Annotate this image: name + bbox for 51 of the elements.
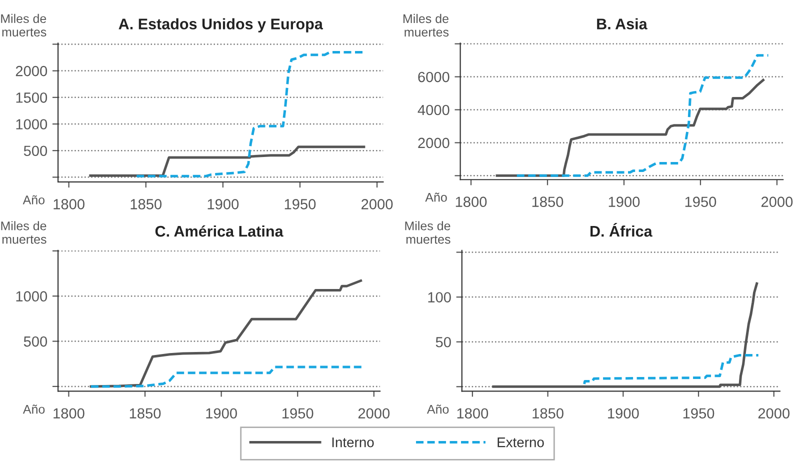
y-tick-label: 6000 bbox=[418, 72, 450, 82]
x-tick-label: 1900 bbox=[608, 196, 640, 208]
chart-title: B. Asia bbox=[597, 18, 648, 30]
x-tick-label: 1850 bbox=[130, 408, 161, 419]
x-tick-label: 1900 bbox=[208, 199, 239, 210]
x-tick-label: 1800 bbox=[54, 199, 84, 210]
x-tick-label: 1950 bbox=[282, 408, 314, 419]
y-tick-label: 50 bbox=[436, 336, 451, 348]
x-tick-label: 1800 bbox=[457, 408, 488, 419]
x-tick-label: 1950 bbox=[683, 408, 714, 419]
line-series bbox=[516, 54, 770, 177]
y-axis-title: Miles de muertes bbox=[405, 221, 450, 244]
y-tick-label: 1000 bbox=[16, 119, 48, 130]
y-axis-title: Miles de muertes bbox=[1, 14, 46, 37]
y-axis-title: Miles de muertes bbox=[403, 14, 449, 37]
line-series bbox=[135, 50, 364, 178]
y-tick-label: 2000 bbox=[418, 138, 450, 148]
x-axis-title: Año bbox=[22, 195, 45, 204]
y-tick-label: 4000 bbox=[418, 104, 450, 116]
line-series bbox=[496, 78, 764, 177]
legend-label: Externo bbox=[498, 438, 544, 448]
y-tick-label: 500 bbox=[24, 336, 48, 347]
y-axis-title: Miles de muertes bbox=[1, 221, 46, 244]
y-tick-label: 500 bbox=[24, 146, 48, 156]
y-tick-label: 1000 bbox=[16, 291, 48, 302]
x-tick-label: 1850 bbox=[532, 196, 564, 208]
y-tick-label: 2000 bbox=[16, 66, 48, 76]
x-tick-label: 2000 bbox=[758, 408, 790, 419]
line-series bbox=[89, 146, 366, 177]
x-tick-label: 1900 bbox=[206, 408, 237, 419]
chart-title: D. África bbox=[590, 223, 652, 237]
x-tick-label: 1950 bbox=[284, 199, 316, 210]
chart-title: A. Estados Unidos y Europa bbox=[118, 18, 324, 32]
x-tick-label: 2000 bbox=[761, 196, 793, 208]
x-tick-label: 1800 bbox=[456, 196, 487, 208]
x-axis-title: Año bbox=[22, 404, 45, 414]
x-tick-label: 1950 bbox=[685, 196, 716, 208]
y-tick-label: 1500 bbox=[16, 92, 48, 103]
x-tick-label: 2000 bbox=[358, 408, 390, 419]
x-tick-label: 1800 bbox=[54, 408, 84, 419]
x-axis-title: Año bbox=[425, 192, 447, 202]
x-tick-label: 1850 bbox=[130, 199, 162, 210]
x-axis-title: Año bbox=[426, 404, 449, 414]
line-series bbox=[583, 354, 760, 386]
legend-label: Interno bbox=[332, 438, 374, 448]
x-tick-label: 1900 bbox=[608, 408, 639, 419]
x-tick-label: 1850 bbox=[532, 408, 564, 419]
y-tick-label: 100 bbox=[428, 292, 451, 302]
chart-title: C. América Latina bbox=[155, 225, 284, 237]
line-series bbox=[492, 282, 758, 388]
x-tick-label: 2000 bbox=[362, 199, 393, 210]
